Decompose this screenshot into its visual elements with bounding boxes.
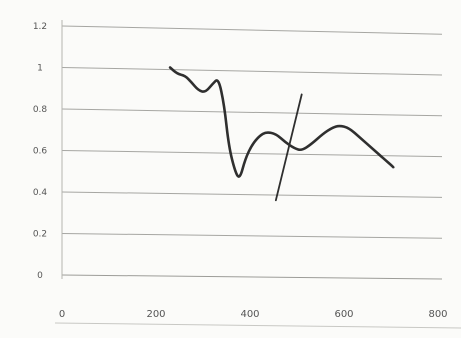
gridline-y-1 [61,67,443,76]
series-line-0 [168,66,395,178]
y-tick-label: 1.2 [33,22,47,32]
gridline-y-0 [61,274,443,280]
gridline-y-0.6 [61,150,443,158]
y-tick-label: 0.2 [33,230,47,240]
tick-labels: 0 0.2 0.4 0.6 0.8 1 1.2 0 200 400 600 800 [33,22,448,320]
gridlines [61,25,443,280]
y-tick-label: 0 [37,271,43,281]
axis [54,20,461,329]
gridline-y-0.2 [61,233,443,239]
y-tick-label: 1 [37,64,43,74]
y-tick-label: 0.6 [33,147,48,157]
gridline-y-0.8 [61,108,443,117]
x-tick-label: 800 [428,309,447,320]
annotations [274,93,303,202]
x-tick-label: 400 [240,309,259,320]
bottom-rule [54,322,461,329]
x-tick-label: 200 [146,309,165,320]
y-tick-label: 0.8 [33,105,48,115]
gridline-y-1.2 [61,25,443,35]
y-tick-label: 0.4 [33,188,48,198]
x-tick-label: 0 [59,309,65,320]
gridline-y-0.4 [61,191,443,198]
annotation-segment-0 [274,93,303,202]
x-tick-label: 600 [334,309,353,320]
series [168,66,395,178]
